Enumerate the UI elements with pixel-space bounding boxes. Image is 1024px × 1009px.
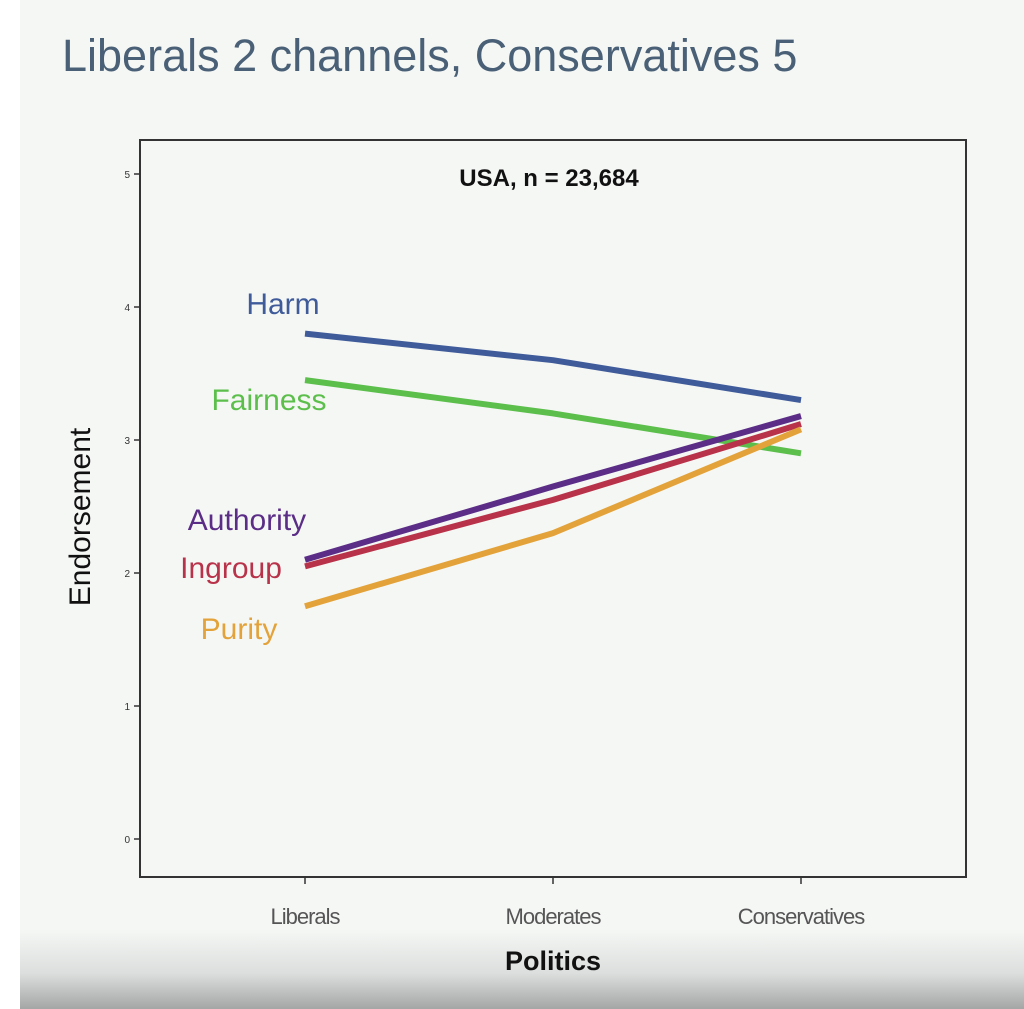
y-axis-title: Endorsement	[64, 427, 97, 606]
series-line-authority	[304, 413, 802, 563]
series-label-purity: Purity	[201, 613, 278, 646]
slide-title: Liberals 2 channels, Conservatives 5	[62, 30, 798, 81]
series-line-purity	[304, 426, 803, 610]
chart-title: USA, n = 23,684	[459, 165, 639, 192]
y-tick-label: 5	[124, 170, 130, 181]
series-labels: Harm Fairness Authority Ingroup Purity	[180, 288, 326, 646]
y-tick-label: 1	[124, 702, 130, 713]
y-tick-label: 2	[124, 569, 130, 580]
x-axis: Liberals Moderates Conservatives	[270, 877, 866, 929]
x-tick-label: Liberals	[270, 904, 340, 929]
series-label-harm: Harm	[246, 288, 319, 321]
series-line-harm	[304, 330, 802, 404]
x-axis-title: Politics	[505, 946, 601, 976]
series-lines	[304, 330, 803, 610]
slide: Liberals 2 channels, Conservatives 5	[20, 0, 1024, 1009]
y-tick-label: 3	[124, 436, 130, 447]
series-label-fairness: Fairness	[211, 384, 326, 417]
y-axis: 0 1 2 3 4 5	[124, 170, 140, 846]
series-label-ingroup: Ingroup	[180, 552, 282, 585]
y-tick-label: 0	[124, 835, 130, 846]
series-label-authority: Authority	[188, 504, 306, 537]
x-tick-label: Moderates	[506, 904, 602, 929]
x-tick-label: Conservatives	[738, 904, 865, 929]
series-line-ingroup	[304, 421, 802, 570]
y-tick-label: 4	[124, 303, 130, 314]
